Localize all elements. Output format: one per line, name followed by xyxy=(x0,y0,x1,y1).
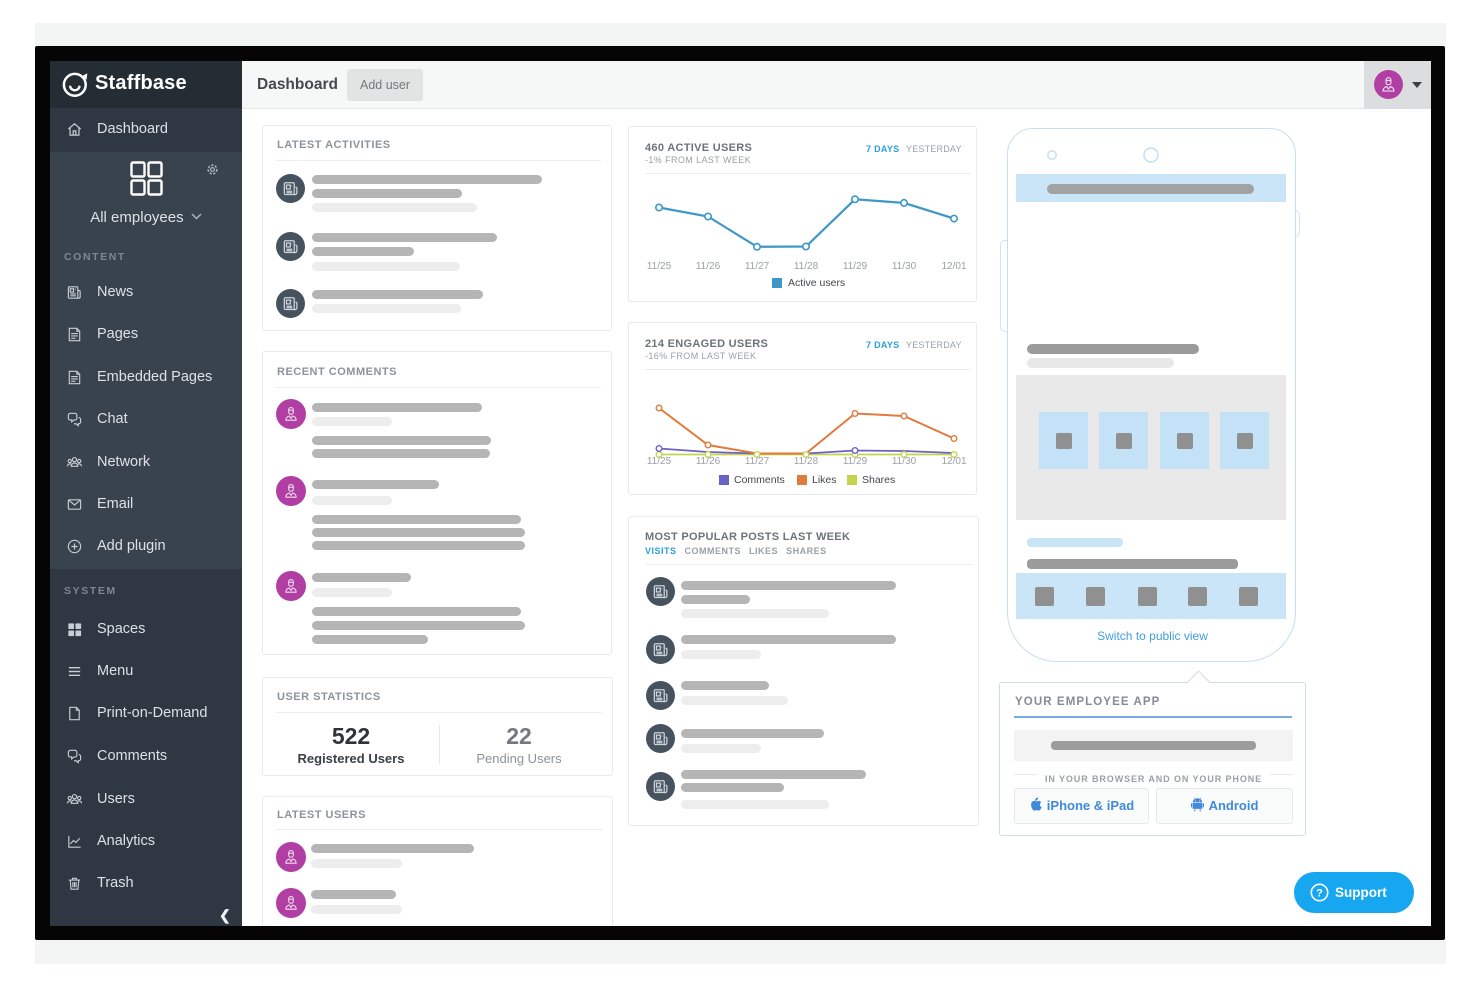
svg-text:?: ? xyxy=(1316,888,1323,900)
